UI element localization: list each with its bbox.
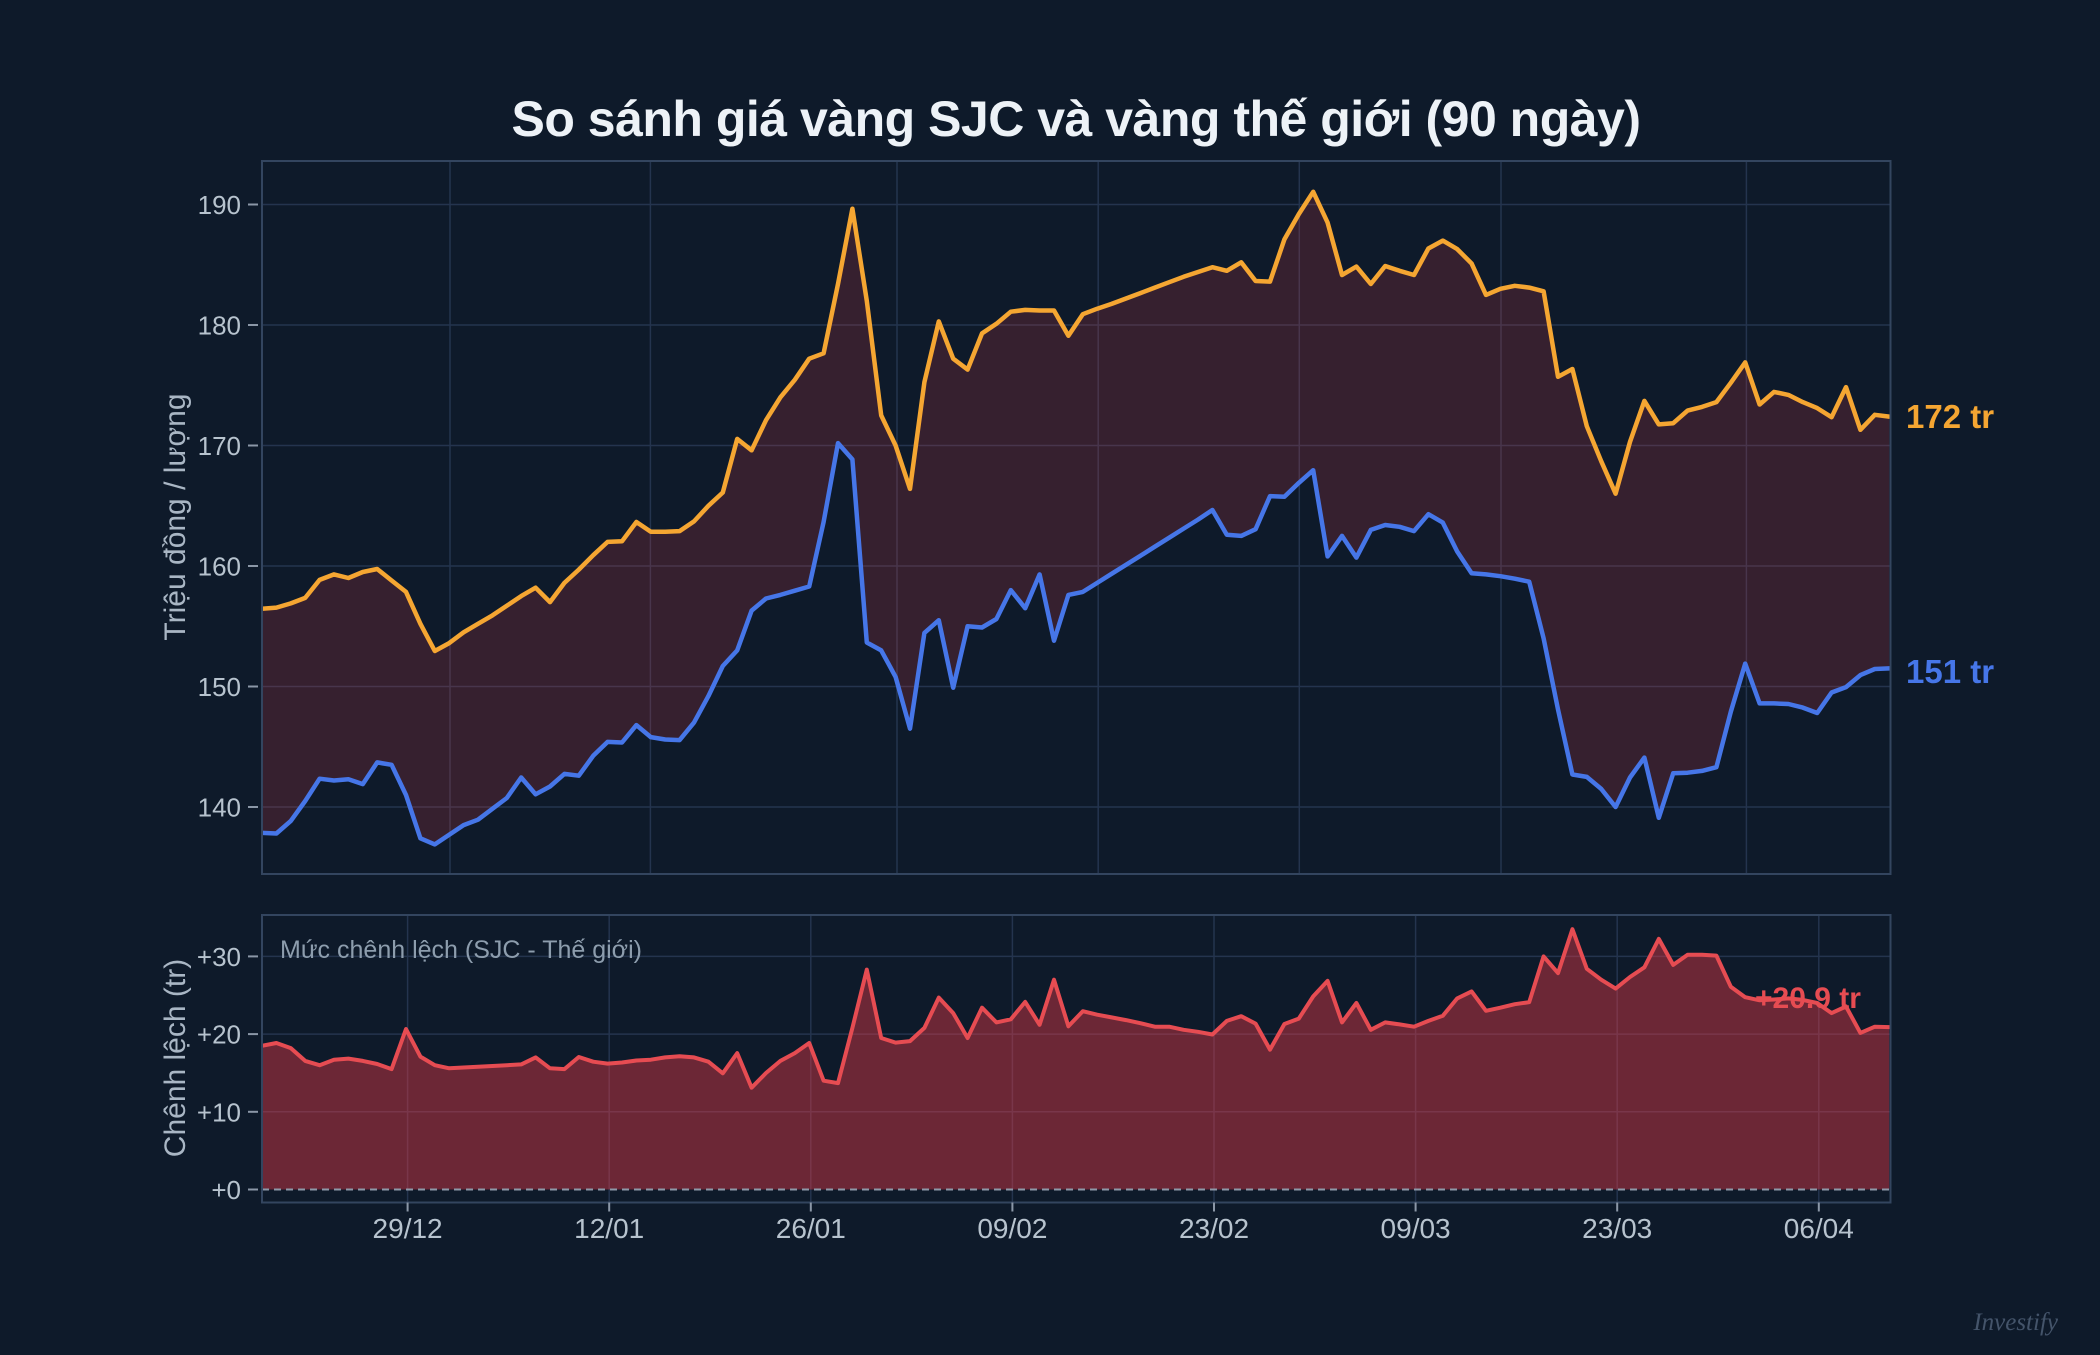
svg-text:06/04: 06/04 — [1784, 1213, 1854, 1244]
svg-text:151 tr: 151 tr — [1906, 653, 1994, 690]
svg-text:180: 180 — [198, 311, 241, 341]
svg-text:12/01: 12/01 — [574, 1213, 644, 1244]
svg-text:+30: +30 — [197, 942, 241, 972]
svg-text:29/12: 29/12 — [373, 1213, 443, 1244]
svg-text:26/01: 26/01 — [776, 1213, 846, 1244]
svg-text:150: 150 — [198, 672, 241, 702]
svg-text:Chênh lệch (tr): Chênh lệch (tr) — [159, 959, 192, 1157]
svg-text:160: 160 — [198, 552, 241, 582]
svg-text:172 tr: 172 tr — [1906, 398, 1994, 435]
svg-text:09/03: 09/03 — [1381, 1213, 1451, 1244]
svg-text:190: 190 — [198, 190, 241, 220]
svg-text:+10: +10 — [197, 1097, 241, 1127]
svg-text:+20.9 tr: +20.9 tr — [1755, 982, 1861, 1015]
svg-text:So sánh giá vàng SJC và vàng t: So sánh giá vàng SJC và vàng thế giới (9… — [511, 91, 1640, 147]
svg-text:140: 140 — [198, 793, 241, 823]
svg-text:+0: +0 — [211, 1175, 241, 1205]
svg-text:Mức chênh lệch (SJC - Thế giới: Mức chênh lệch (SJC - Thế giới) — [280, 936, 642, 964]
svg-text:Investify: Investify — [1972, 1309, 2059, 1336]
svg-text:170: 170 — [198, 431, 241, 461]
svg-text:23/03: 23/03 — [1582, 1213, 1652, 1244]
svg-text:09/02: 09/02 — [977, 1213, 1047, 1244]
svg-text:Triệu đồng / lượng: Triệu đồng / lượng — [159, 393, 192, 640]
svg-text:+20: +20 — [197, 1020, 241, 1050]
svg-text:23/02: 23/02 — [1179, 1213, 1249, 1244]
